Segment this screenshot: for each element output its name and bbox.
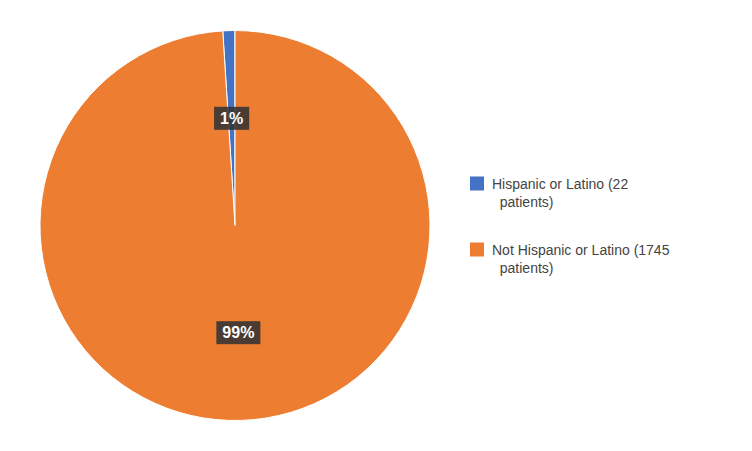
legend-item: Hispanic or Latino (22 patients) bbox=[470, 176, 628, 210]
legend-label: Not Hispanic or Latino (1745 patients) bbox=[492, 242, 670, 276]
data-label: 99% bbox=[222, 324, 254, 341]
data-label: 1% bbox=[220, 110, 243, 127]
data-label-group: 99% bbox=[216, 321, 260, 344]
legend-label: Hispanic or Latino (22 patients) bbox=[492, 176, 628, 210]
data-labels: 1% 99% bbox=[214, 107, 260, 344]
data-label-group: 1% bbox=[214, 107, 249, 130]
label-box bbox=[214, 107, 249, 130]
legend-label-line: Hispanic or Latino (22 bbox=[492, 176, 628, 192]
legend: Hispanic or Latino (22 patients)Not Hisp… bbox=[470, 176, 670, 276]
pie bbox=[40, 31, 430, 421]
legend-swatch bbox=[470, 243, 484, 257]
chart: 1%99%Hispanic or Latino (22 patients)Not… bbox=[0, 0, 752, 451]
legend-label-line: Not Hispanic or Latino (1745 bbox=[492, 242, 670, 258]
pie-slice bbox=[40, 31, 430, 421]
legend-label-line: patients) bbox=[492, 260, 553, 276]
chart-container: 1%99%Hispanic or Latino (22 patients)Not… bbox=[0, 0, 752, 451]
legend-label-line: patients) bbox=[492, 194, 553, 210]
legend-swatch bbox=[470, 177, 484, 191]
legend-item: Not Hispanic or Latino (1745 patients) bbox=[470, 242, 670, 276]
label-box bbox=[216, 321, 260, 344]
